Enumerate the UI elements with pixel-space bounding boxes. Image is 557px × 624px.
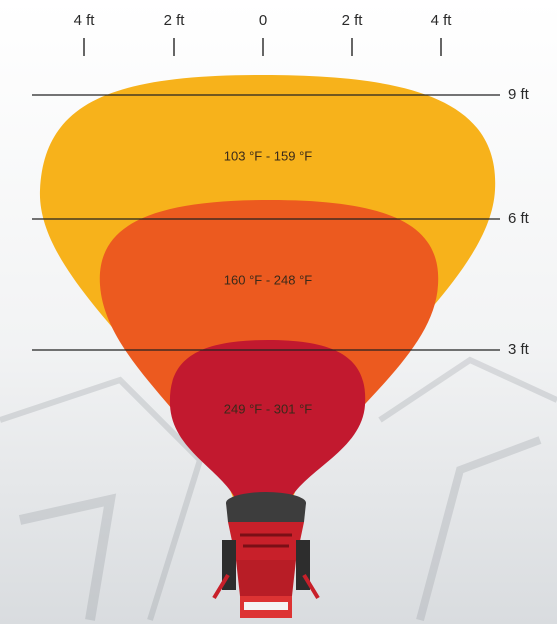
distance-label: 9 ft [508, 86, 530, 103]
distance-label: 3 ft [508, 341, 530, 358]
distance-label: 6 ft [508, 210, 530, 227]
zone-label: 249 °F - 301 °F [224, 401, 312, 416]
scale-label: 4 ft [74, 12, 96, 29]
page: {"top_scale": ["4 ft", "2 ft", "0", "2 f… [0, 0, 557, 624]
scale-label: 4 ft [431, 12, 453, 29]
diagram: 9 ft 6 ft 3 ft 4 ft 2 ft 0 2 ft 4 ft 103… [0, 0, 557, 624]
scale-label: 2 ft [164, 12, 186, 29]
scale-label: 0 [259, 12, 267, 29]
scale-label: 2 ft [342, 12, 364, 29]
zone-label: 103 °F - 159 °F [224, 148, 312, 163]
zone-label: 160 °F - 248 °F [224, 272, 312, 287]
